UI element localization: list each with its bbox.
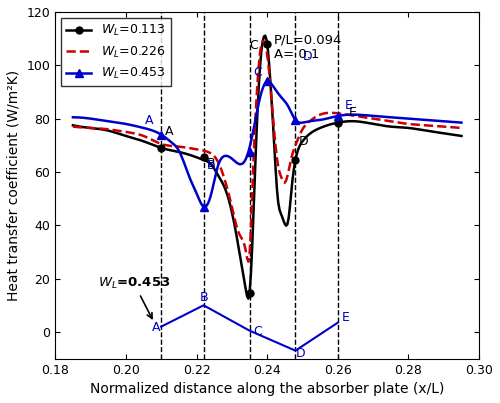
- Text: A: A: [146, 114, 154, 127]
- Legend: $W_L$=0.113, $W_L$=0.226, $W_L$=0.453: $W_L$=0.113, $W_L$=0.226, $W_L$=0.453: [62, 18, 172, 86]
- Text: D: D: [302, 50, 312, 63]
- Text: $W_L$=0.453: $W_L$=0.453: [98, 276, 170, 318]
- Text: E: E: [345, 99, 353, 112]
- Y-axis label: Heat transfer coefficient (W/m²K): Heat transfer coefficient (W/m²K): [7, 70, 21, 301]
- Text: C: C: [250, 39, 258, 52]
- Text: D: D: [299, 135, 308, 148]
- Text: B: B: [207, 157, 216, 170]
- Text: A: A: [164, 125, 173, 137]
- X-axis label: Normalized distance along the absorber plate (x/L): Normalized distance along the absorber p…: [90, 382, 445, 396]
- Text: B: B: [200, 291, 208, 304]
- Text: P/L=0.094
A= 0.1: P/L=0.094 A= 0.1: [274, 33, 342, 61]
- Text: C: C: [253, 325, 262, 338]
- Text: C: C: [253, 66, 262, 79]
- Text: B: B: [207, 159, 216, 172]
- Text: E: E: [342, 311, 349, 324]
- Text: D: D: [296, 347, 305, 360]
- Text: E: E: [348, 106, 356, 119]
- Text: A: A: [152, 321, 161, 334]
